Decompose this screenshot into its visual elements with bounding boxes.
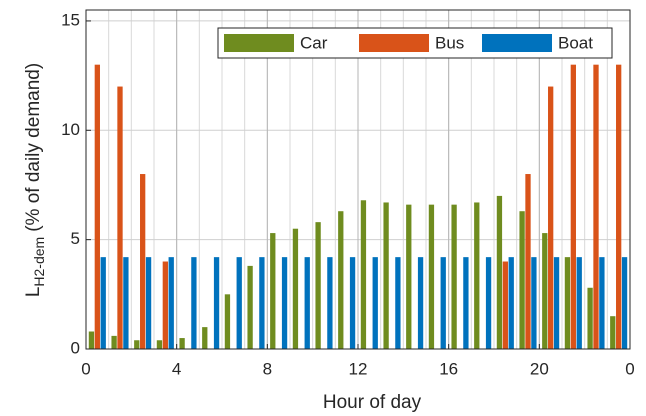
bar [576,257,582,349]
y-label-rest: (% of daily demand) [23,63,44,232]
axes-box [85,9,631,350]
bar [134,340,140,349]
bar [162,261,168,349]
bar [100,257,106,349]
bar [508,257,514,349]
y-tick-label: 0 [71,338,80,357]
bar [428,204,435,349]
bar [599,257,605,349]
bar [202,327,208,349]
bar [531,257,537,349]
bar [440,257,446,349]
bar [281,257,288,349]
bar [94,64,100,349]
bar [315,222,321,349]
bar [140,174,146,349]
bar [593,64,599,349]
y-label-main: L [23,287,44,298]
bar [327,257,333,349]
bar [383,202,389,349]
bar [247,265,253,349]
legend-label: Bus [435,33,464,52]
y-label-sub: H2-dem [31,237,47,287]
bar [349,257,356,349]
bar [88,331,95,349]
x-tick-label: 20 [530,359,549,378]
bar [270,233,276,349]
bar [587,287,593,349]
bar [372,257,378,349]
bar [474,202,480,349]
bar [168,257,174,349]
bar [463,257,469,349]
x-axis-label: Hour of day [323,392,422,413]
bar [610,316,616,349]
y-axis-label: LH2-dem (% of daily demand) [23,63,47,297]
x-tick-label: 8 [263,359,272,378]
y-tick-label: 5 [71,229,80,248]
bar [616,64,622,349]
y-tick-label: 10 [61,120,80,139]
bar [451,204,457,349]
bar [570,64,576,349]
bar [502,261,508,349]
bar [259,257,265,349]
x-tick-label: 0 [625,359,634,378]
legend-swatch [482,34,552,52]
bar [236,257,242,349]
bar [485,257,492,349]
bar [548,86,554,349]
legend-label: Car [300,33,328,52]
legend-swatch [224,34,294,52]
x-tick-label: 12 [349,359,368,378]
bar [406,204,412,349]
bar [360,200,367,349]
legend-label: Boat [558,33,593,52]
bar [564,257,571,349]
legend-swatch [359,34,429,52]
legend: Car Bus Boat [217,27,613,59]
bar [111,335,117,349]
bar [542,233,548,349]
x-tick-label: 16 [439,359,458,378]
bar [338,211,344,349]
x-tick-label: 0 [81,359,90,378]
y-tick-label: 15 [61,10,80,29]
bar [145,257,152,349]
bar [191,257,197,349]
bar [304,257,310,349]
bar [417,257,424,349]
bar [525,174,531,349]
x-tick-label: 4 [172,359,181,378]
bar [496,195,503,349]
bar [224,294,231,349]
bar [621,257,628,349]
bar [213,257,220,349]
bar [519,211,525,349]
bar [156,340,163,349]
bar [117,86,123,349]
bar [395,257,401,349]
bar [553,257,560,349]
bar [292,228,299,349]
bar [123,257,129,349]
bar [179,338,185,349]
